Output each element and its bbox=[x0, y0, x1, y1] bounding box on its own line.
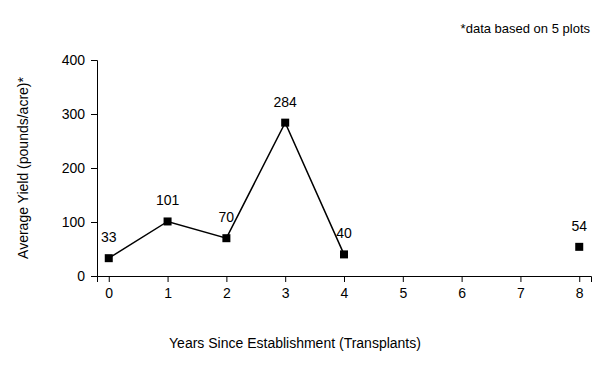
y-tick-mark bbox=[91, 168, 97, 169]
data-line bbox=[109, 123, 579, 259]
x-tick-mark bbox=[168, 276, 169, 282]
data-label: 33 bbox=[101, 229, 117, 245]
data-label: 54 bbox=[571, 218, 587, 234]
x-tick-label: 3 bbox=[282, 285, 290, 301]
y-axis-line bbox=[91, 61, 98, 277]
y-tick-label: 200 bbox=[62, 160, 86, 176]
data-labels: 33 101 70 284 40 54 bbox=[101, 94, 587, 246]
x-tick: 4 bbox=[341, 276, 349, 301]
data-marks bbox=[105, 119, 583, 263]
x-tick-mark bbox=[579, 276, 580, 282]
x-tick: 1 bbox=[164, 276, 172, 301]
data-label: 101 bbox=[156, 192, 180, 208]
y-tick: 200 bbox=[62, 160, 97, 176]
x-tick: 5 bbox=[399, 276, 407, 301]
x-tick-label: 1 bbox=[164, 285, 172, 301]
y-tick-mark bbox=[91, 60, 97, 61]
chart-container: 0 100 200 300 400 0 1 2 3 4 5 6 7 8 33 101 70 284 40 54 Aver… bbox=[0, 0, 600, 371]
x-tick-mark bbox=[403, 276, 404, 282]
data-point bbox=[164, 217, 172, 225]
y-tick-label: 100 bbox=[62, 214, 86, 230]
y-axis-title: Average Yield (pounds/acre)* bbox=[15, 77, 31, 259]
x-tick: 8 bbox=[576, 276, 584, 301]
data-label: 284 bbox=[274, 94, 298, 110]
y-tick-mark bbox=[91, 114, 97, 115]
annotation: *data based on 5 plots bbox=[461, 21, 591, 36]
x-tick: 0 bbox=[105, 276, 113, 301]
y-tick: 0 bbox=[77, 268, 97, 284]
x-axis-line bbox=[98, 277, 592, 283]
x-tick-mark bbox=[520, 276, 521, 282]
y-tick-label: 0 bbox=[77, 268, 85, 284]
y-tick-mark bbox=[91, 222, 97, 223]
data-point bbox=[105, 254, 113, 262]
x-axis: 0 1 2 3 4 5 6 7 8 bbox=[98, 276, 592, 301]
x-tick-mark bbox=[226, 276, 227, 282]
x-tick-mark bbox=[462, 276, 463, 282]
x-tick-label: 6 bbox=[458, 285, 466, 301]
y-axis: 0 100 200 300 400 bbox=[62, 52, 98, 284]
x-tick: 2 bbox=[223, 276, 231, 301]
x-tick-label: 0 bbox=[105, 285, 113, 301]
x-tick-label: 8 bbox=[576, 285, 584, 301]
x-tick-label: 7 bbox=[517, 285, 525, 301]
plot-area: 0 100 200 300 400 0 1 2 3 4 5 6 7 8 33 101 70 284 40 54 bbox=[62, 52, 592, 301]
y-tick-label: 300 bbox=[62, 106, 86, 122]
x-tick-mark bbox=[344, 276, 345, 282]
chart-svg: 0 100 200 300 400 0 1 2 3 4 5 6 7 8 33 101 70 284 40 54 Aver… bbox=[0, 0, 600, 371]
data-label: 70 bbox=[219, 209, 235, 225]
x-tick-label: 2 bbox=[223, 285, 231, 301]
data-label: 40 bbox=[336, 225, 352, 241]
data-point bbox=[222, 234, 230, 242]
x-tick-mark bbox=[285, 276, 286, 282]
y-tick: 300 bbox=[62, 106, 97, 122]
y-tick: 400 bbox=[62, 52, 97, 68]
y-tick-mark bbox=[91, 276, 97, 277]
x-tick: 6 bbox=[458, 276, 466, 301]
y-tick-label: 400 bbox=[62, 52, 86, 68]
x-axis-title: Years Since Establishment (Transplants) bbox=[169, 335, 421, 351]
x-tick: 7 bbox=[517, 276, 525, 301]
x-tick-label: 4 bbox=[341, 285, 349, 301]
data-point bbox=[340, 250, 348, 258]
data-point bbox=[575, 243, 583, 251]
x-tick-mark bbox=[109, 276, 110, 282]
y-tick: 100 bbox=[62, 214, 97, 230]
x-tick-label: 5 bbox=[399, 285, 407, 301]
data-point bbox=[281, 119, 289, 127]
x-tick: 3 bbox=[282, 276, 290, 301]
